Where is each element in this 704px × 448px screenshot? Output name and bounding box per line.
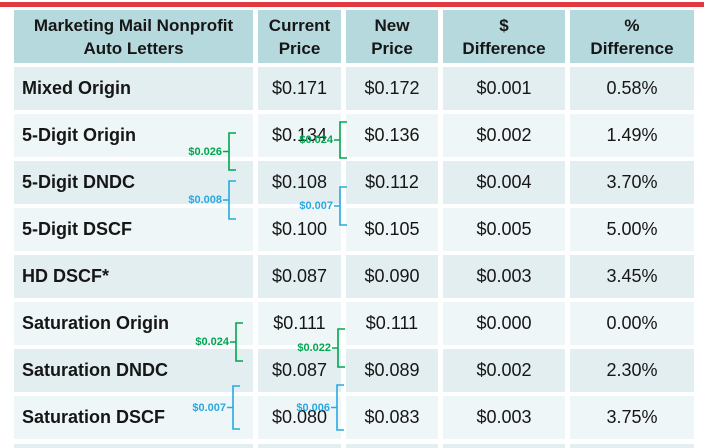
current-price-cell: $0.100 — [258, 208, 341, 251]
current-price-cell: $0.080 — [258, 396, 341, 439]
new-price-cell: $0.090 — [346, 255, 438, 298]
percent-difference-cell: 3.75% — [570, 396, 694, 439]
table-row: Saturation DNDC $0.087 $0.089 $0.002 2.30% — [14, 349, 694, 392]
table-row: Mixed Origin $0.171 $0.172 $0.001 0.58% — [14, 67, 694, 110]
new-price-cell: $0.089 — [346, 349, 438, 392]
row-label-cell: 5-Digit DSCF — [14, 208, 253, 251]
price-gap-bracket: $0.026 — [131, 132, 237, 171]
table-row: 5-Digit Origin $0.134 $0.136 $0.002 1.49% — [14, 114, 694, 157]
table-row: Saturation DSCF $0.080 $0.083 $0.003 3.75% — [14, 396, 694, 439]
current-price-cell: $0.108 — [258, 161, 341, 204]
price-gap-bracket: $0.024 — [242, 121, 348, 159]
top-divider-rule — [0, 2, 704, 7]
percent-difference-cell: 1.49% — [570, 114, 694, 157]
dollar-difference-cell: $0.005 — [443, 208, 565, 251]
current-price-cell: $0.087 — [258, 349, 341, 392]
header-cell-dollar-diff: $ Difference — [443, 10, 565, 63]
row-label-cell: Saturation Origin — [14, 302, 253, 345]
dollar-difference-cell: $0.002 — [443, 349, 565, 392]
new-price-cell: $0.083 — [346, 396, 438, 439]
current-price-cell: $0.087 — [258, 255, 341, 298]
bracket-shape-icon — [227, 385, 240, 430]
price-gap-bracket: $0.007 — [242, 186, 348, 226]
row-label-cell: Saturation DSCF — [14, 396, 253, 439]
dollar-difference-cell: $0.003 — [443, 255, 565, 298]
partial-cell — [346, 443, 438, 448]
bracket-shape-icon — [223, 132, 236, 171]
current-price-cell: $0.171 — [258, 67, 341, 110]
table-row: Saturation Origin $0.111 $0.111 $0.000 0.00% — [14, 302, 694, 345]
price-gap-label: $0.026 — [188, 145, 222, 158]
current-price-cell: $0.134 — [258, 114, 341, 157]
percent-difference-cell: 5.00% — [570, 208, 694, 251]
dollar-difference-cell: $0.004 — [443, 161, 565, 204]
partial-cell — [443, 443, 565, 448]
percent-difference-cell: 3.45% — [570, 255, 694, 298]
row-label-cell: 5-Digit Origin — [14, 114, 253, 157]
bracket-shape-icon — [334, 186, 347, 226]
dollar-difference-cell: $0.001 — [443, 67, 565, 110]
row-label-cell: Saturation DNDC — [14, 349, 253, 392]
price-gap-bracket: $0.024 — [138, 322, 244, 362]
percent-difference-cell: 0.58% — [570, 67, 694, 110]
header-cell-category: Marketing Mail Nonprofit Auto Letters — [14, 10, 253, 63]
header-cell-percent-diff: % Difference — [570, 10, 694, 63]
table-row: 5-Digit DNDC $0.108 $0.112 $0.004 3.70% — [14, 161, 694, 204]
dollar-difference-cell: $0.003 — [443, 396, 565, 439]
percent-difference-cell: 0.00% — [570, 302, 694, 345]
row-label-cell: Mixed Origin — [14, 67, 253, 110]
price-gap-bracket: $0.022 — [240, 328, 346, 368]
price-gap-label: $0.022 — [297, 342, 331, 354]
price-gap-label: $0.024 — [195, 336, 229, 348]
bracket-shape-icon — [331, 384, 344, 431]
table-row: 5-Digit DSCF $0.100 $0.105 $0.005 5.00% — [14, 208, 694, 251]
table-row: HD DSCF* $0.087 $0.090 $0.003 3.45% — [14, 255, 694, 298]
partial-table-row — [14, 443, 694, 448]
bracket-shape-icon — [332, 328, 345, 368]
price-gap-label: $0.008 — [188, 194, 222, 206]
price-gap-label: $0.024 — [299, 134, 333, 146]
percent-difference-cell: 2.30% — [570, 349, 694, 392]
partial-cell — [258, 443, 341, 448]
dollar-difference-cell: $0.000 — [443, 302, 565, 345]
current-price-cell: $0.111 — [258, 302, 341, 345]
pricing-table: Marketing Mail Nonprofit Auto Letters Cu… — [14, 10, 694, 448]
new-price-cell: $0.136 — [346, 114, 438, 157]
row-label-cell: 5-Digit DNDC — [14, 161, 253, 204]
table-header-row: Marketing Mail Nonprofit Auto Letters Cu… — [14, 10, 694, 63]
header-cell-current-price: Current Price — [258, 10, 341, 63]
bracket-shape-icon — [334, 121, 347, 159]
bracket-shape-icon — [223, 180, 236, 220]
partial-cell — [14, 443, 253, 448]
new-price-cell: $0.112 — [346, 161, 438, 204]
new-price-cell: $0.172 — [346, 67, 438, 110]
price-gap-label: $0.006 — [296, 401, 330, 414]
table-body: Mixed Origin $0.171 $0.172 $0.001 0.58% 5-Dig… — [14, 67, 694, 448]
price-gap-bracket: $0.008 — [131, 180, 237, 220]
price-gap-bracket: $0.006 — [239, 384, 345, 431]
price-gap-label: $0.007 — [299, 200, 333, 212]
row-label-cell: HD DSCF* — [14, 255, 253, 298]
partial-cell — [570, 443, 694, 448]
new-price-cell: $0.105 — [346, 208, 438, 251]
price-gap-bracket: $0.007 — [135, 385, 241, 430]
header-cell-new-price: New Price — [346, 10, 438, 63]
new-price-cell: $0.111 — [346, 302, 438, 345]
bracket-shape-icon — [230, 322, 243, 362]
dollar-difference-cell: $0.002 — [443, 114, 565, 157]
percent-difference-cell: 3.70% — [570, 161, 694, 204]
price-gap-label: $0.007 — [192, 401, 226, 414]
